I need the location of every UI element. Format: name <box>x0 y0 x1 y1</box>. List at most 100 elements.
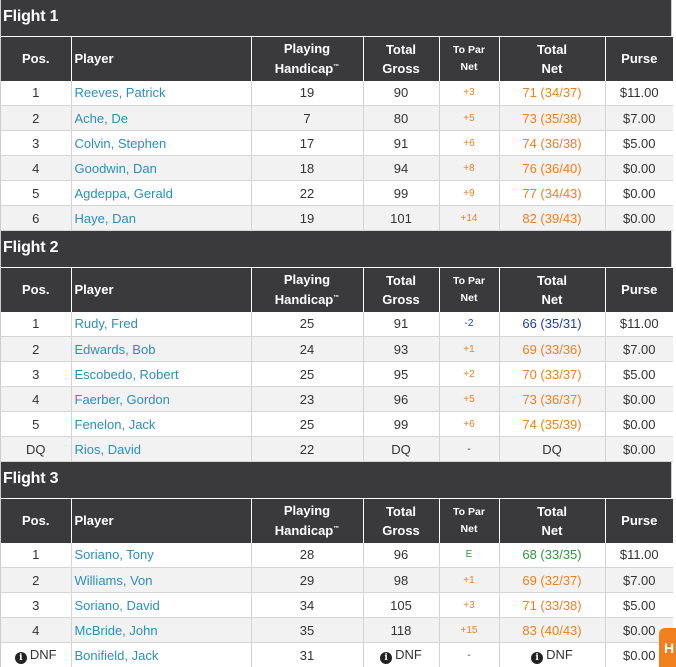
cell-topar: E <box>438 542 499 568</box>
player-link[interactable]: McBride, John <box>70 617 251 643</box>
player-link[interactable]: Rudy, Fred <box>70 311 251 337</box>
cell-handicap: 25 <box>250 361 363 387</box>
cell-pos: DQ <box>1 436 71 462</box>
player-link-text[interactable]: Goodwin, Dan <box>74 160 157 176</box>
cell-topar: +5 <box>438 105 499 131</box>
cell-purse-text: $0.00 <box>622 441 656 457</box>
cell-net-text: 69 (32/37) <box>522 572 582 588</box>
cell-handicap: 35 <box>250 617 363 643</box>
cell-purse-text: $0.00 <box>622 210 656 226</box>
player-link-text[interactable]: Faerber, Gordon <box>74 391 170 407</box>
cell-handicap-text: 25 <box>299 366 315 382</box>
cell-gross-text: 99 <box>393 185 409 201</box>
cell-purse-text: $11.00 <box>619 85 659 101</box>
player-link-text[interactable]: Edwards, Bob <box>74 341 156 357</box>
cell-topar-text: +3 <box>463 599 475 611</box>
player-link[interactable]: Faerber, Gordon <box>70 386 251 412</box>
player-link-text[interactable]: Bonifield, Jack <box>74 647 159 663</box>
cell-topar-text: +5 <box>463 393 475 405</box>
cell-gross: i DNF <box>362 642 439 667</box>
player-link-text[interactable]: McBride, John <box>74 622 158 638</box>
header-row: Pos. Player Playing Handicap™ Total Gross … <box>1 498 673 543</box>
cell-handicap: 19 <box>250 80 363 106</box>
cell-pos: 3 <box>1 361 71 387</box>
cell-handicap: 19 <box>250 205 363 231</box>
cell-topar: +1 <box>438 336 499 362</box>
player-link[interactable]: Goodwin, Dan <box>70 155 251 181</box>
cell-net: 76 (36/40) <box>498 155 605 181</box>
player-link[interactable]: Edwards, Bob <box>70 336 251 362</box>
cell-purse: $11.00 <box>604 80 673 106</box>
cell-pos: 2 <box>1 336 71 362</box>
player-link-text[interactable]: Agdeppa, Gerald <box>74 185 173 201</box>
player-link[interactable]: Soriano, Tony <box>70 542 251 568</box>
player-link-text[interactable]: Colvin, Stephen <box>74 135 167 151</box>
cell-net: 74 (35/39) <box>498 411 605 437</box>
cell-purse: $0.00 <box>604 180 673 206</box>
help-tab[interactable]: H <box>659 628 676 667</box>
player-link[interactable]: Bonifield, Jack <box>70 642 251 667</box>
player-link[interactable]: Fenelon, Jack <box>70 411 251 437</box>
info-icon[interactable]: i <box>380 651 393 664</box>
cell-purse-text: $5.00 <box>622 366 656 382</box>
player-link[interactable]: Escobedo, Robert <box>70 361 251 387</box>
cell-purse-text: $11.00 <box>619 547 659 563</box>
player-link[interactable]: Williams, Von <box>70 567 251 593</box>
player-link[interactable]: Haye, Dan <box>70 205 251 231</box>
col-header-gross: Total Gross <box>362 498 439 543</box>
cell-net: 74 (36/38) <box>498 130 605 156</box>
player-link[interactable]: Ache, De <box>70 105 251 131</box>
cell-pos: 2 <box>1 567 71 593</box>
cell-gross: 118 <box>362 617 439 643</box>
cell-handicap-text: 35 <box>299 622 315 638</box>
player-link[interactable]: Soriano, David <box>70 592 251 618</box>
info-icon[interactable]: i <box>14 651 27 664</box>
player-link[interactable]: Rios, David <box>70 436 251 462</box>
player-link-text[interactable]: Fenelon, Jack <box>74 416 156 432</box>
cell-gross: 99 <box>362 180 439 206</box>
cell-net: 71 (33/38) <box>498 592 605 618</box>
info-icon[interactable]: i <box>531 651 544 664</box>
cell-net-text: 71 (34/37) <box>522 85 582 101</box>
player-link[interactable]: Colvin, Stephen <box>70 130 251 156</box>
cell-topar-text: +9 <box>463 187 475 199</box>
cell-pos: 5 <box>1 180 71 206</box>
flight-table: Pos. Player Playing Handicap™ Total Gross … <box>1 36 673 231</box>
player-link[interactable]: Reeves, Patrick <box>70 80 251 106</box>
cell-gross: DQ <box>362 436 439 462</box>
player-link-text[interactable]: Ache, De <box>74 110 128 126</box>
col-header-gross: Total Gross <box>362 267 439 312</box>
player-link-text[interactable]: Rios, David <box>74 441 141 457</box>
cell-purse: $0.00 <box>604 205 673 231</box>
cell-handicap-text: 25 <box>299 416 315 432</box>
flight-title: Flight 2 <box>1 231 671 267</box>
table-row: 4 McBride, John 35 118 +15 83 (40/43) $0.00 <box>1 617 673 643</box>
col-header-topar: To Par Net <box>438 267 499 312</box>
player-link-text[interactable]: Rudy, Fred <box>74 316 138 332</box>
cell-net: i DNF <box>498 642 605 667</box>
player-link-text[interactable]: Haye, Dan <box>74 210 136 226</box>
cell-purse: $11.00 <box>604 311 673 337</box>
player-link[interactable]: Agdeppa, Gerald <box>70 180 251 206</box>
cell-net: 69 (33/36) <box>498 336 605 362</box>
player-link-text[interactable]: Soriano, Tony <box>74 547 154 563</box>
cell-pos: 3 <box>1 130 71 156</box>
cell-handicap-text: 19 <box>299 85 315 101</box>
player-link-text[interactable]: Reeves, Patrick <box>74 85 166 101</box>
cell-net-text: 71 (33/38) <box>522 597 582 613</box>
cell-handicap-text: 22 <box>299 185 315 201</box>
player-link-text[interactable]: Escobedo, Robert <box>74 366 179 382</box>
cell-handicap: 25 <box>250 411 363 437</box>
cell-topar: -2 <box>438 311 499 337</box>
cell-pos: 5 <box>1 411 71 437</box>
cell-handicap-text: 29 <box>299 572 315 588</box>
cell-gross: 93 <box>362 336 439 362</box>
cell-topar: +9 <box>438 180 499 206</box>
col-header-gross: Total Gross <box>362 36 439 81</box>
flight-table: Pos. Player Playing Handicap™ Total Gross … <box>1 498 673 667</box>
player-link-text[interactable]: Soriano, David <box>74 597 160 613</box>
cell-topar: +15 <box>438 617 499 643</box>
player-link-text[interactable]: Williams, Von <box>74 572 153 588</box>
cell-purse-text: $7.00 <box>622 572 656 588</box>
cell-topar: +1 <box>438 567 499 593</box>
